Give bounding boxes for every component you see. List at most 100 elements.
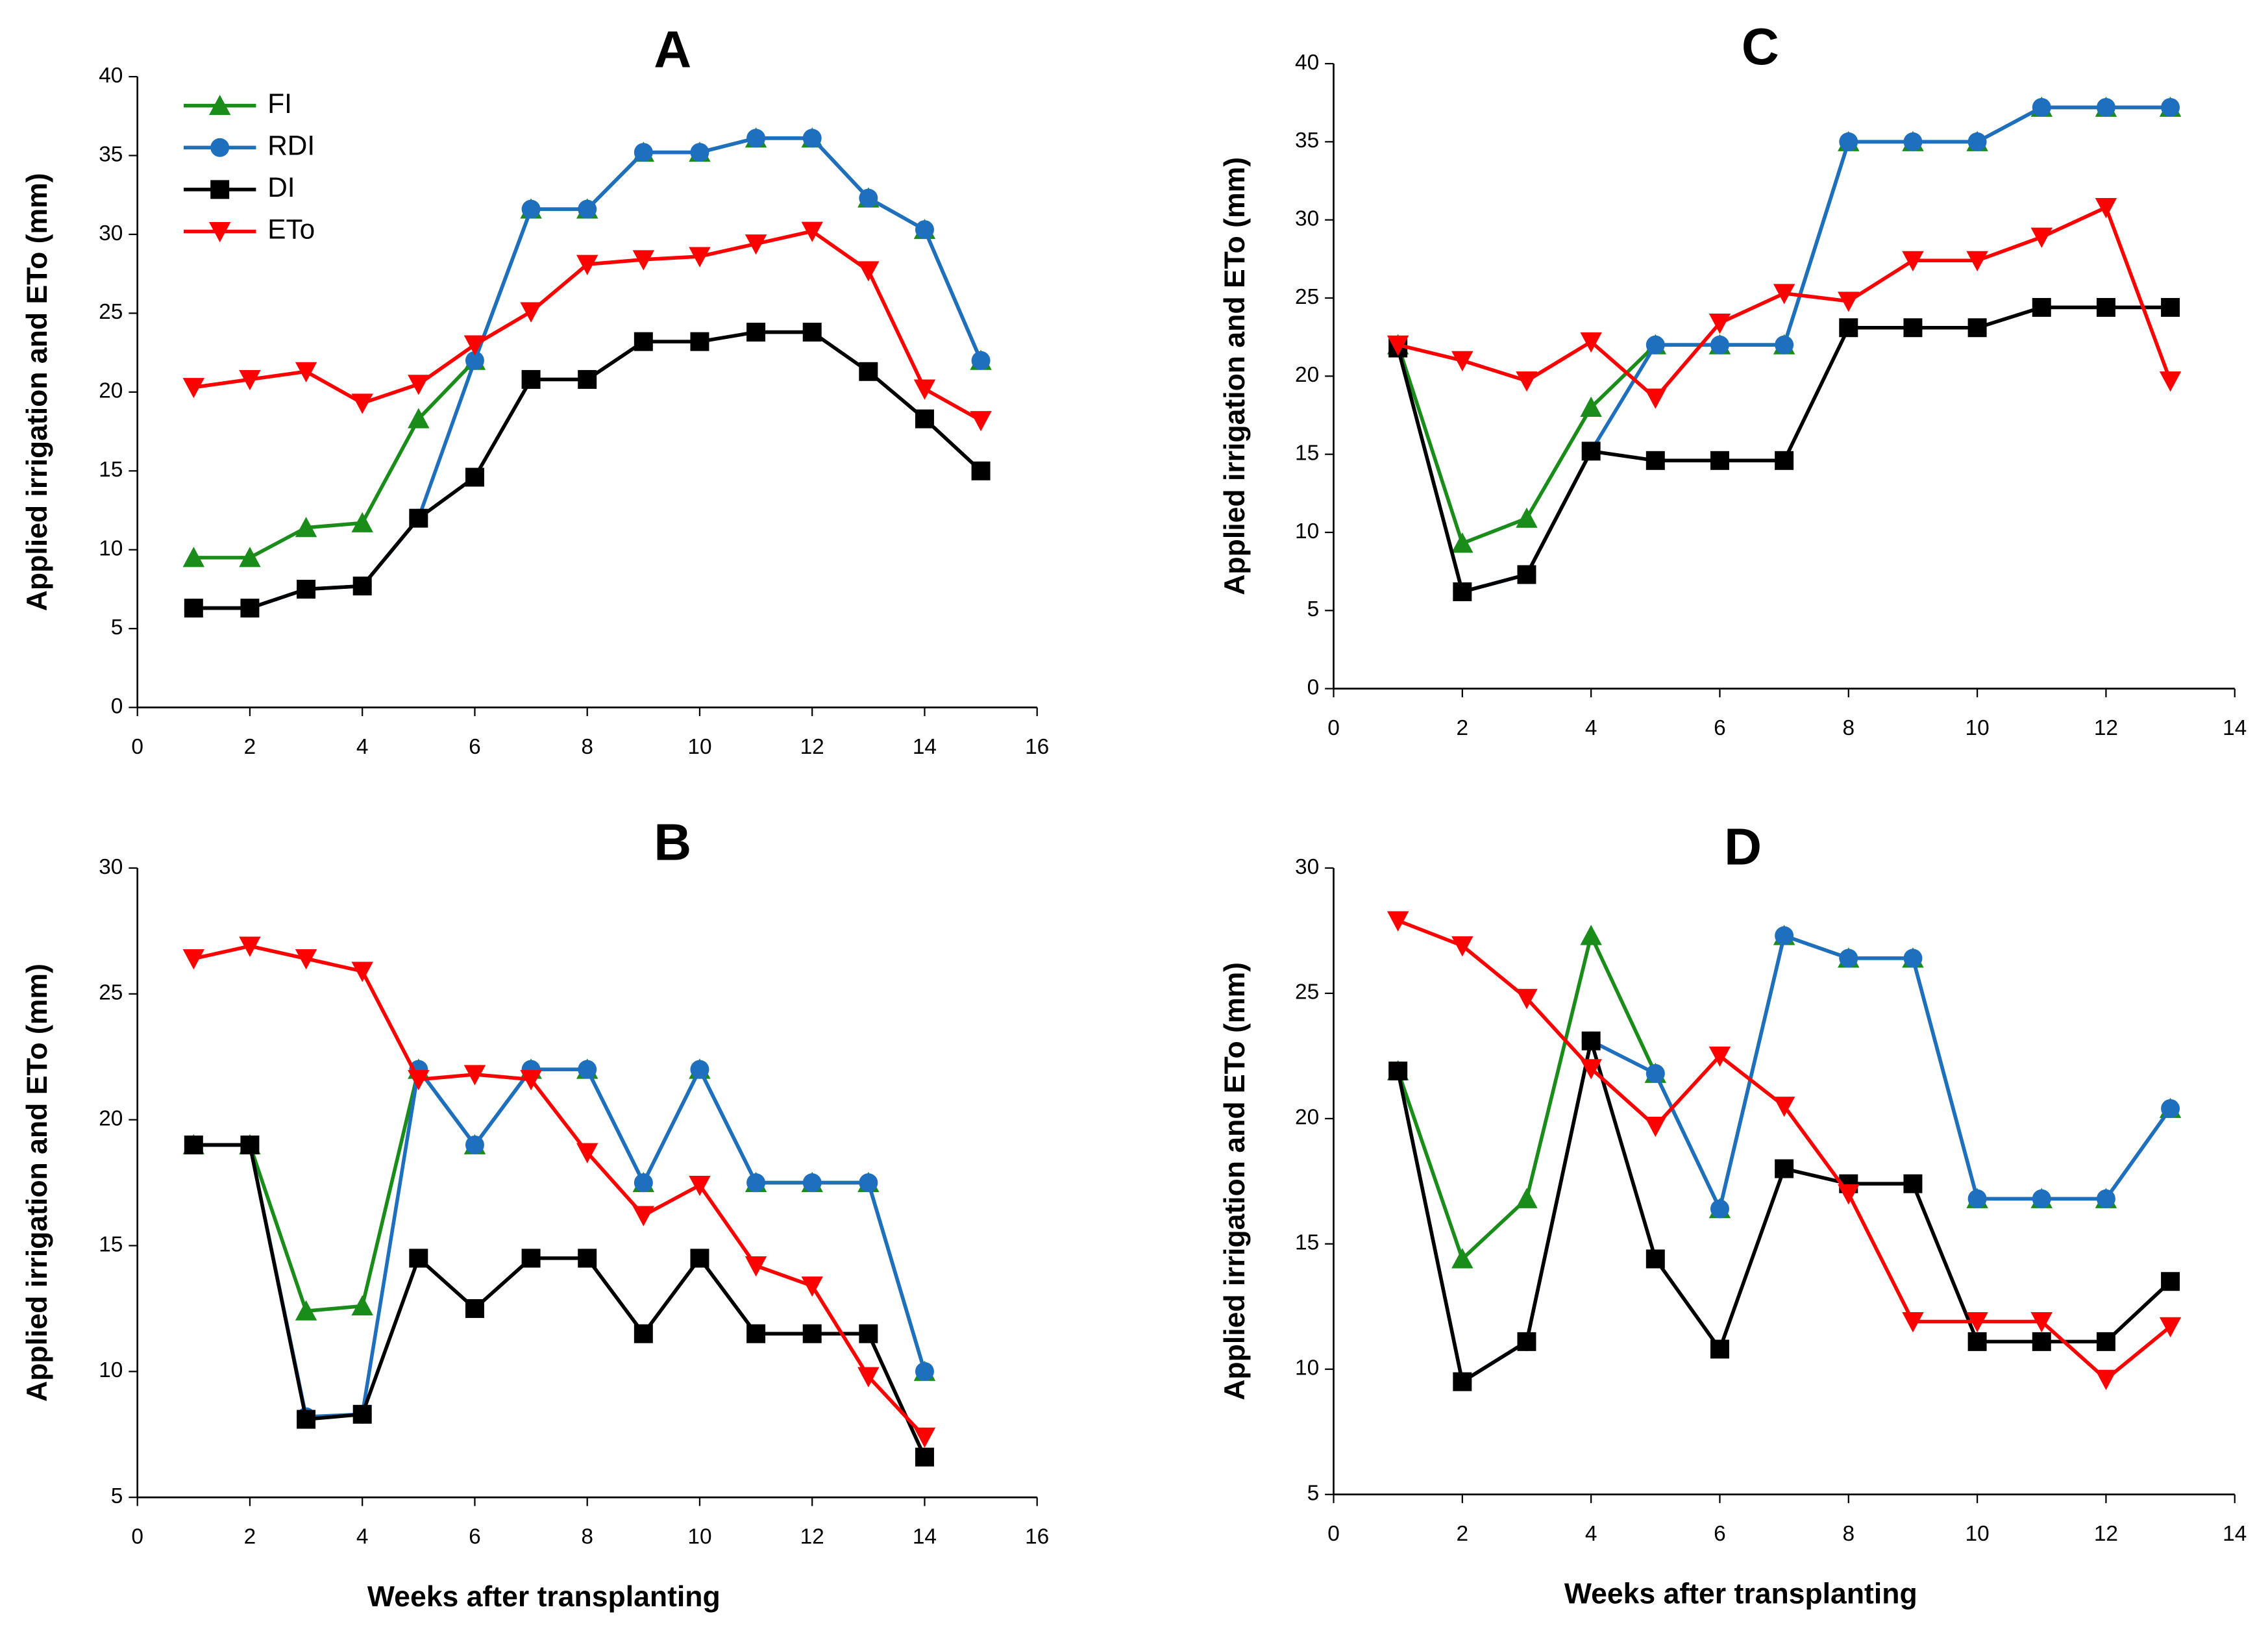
marker [690, 332, 709, 351]
marker [240, 1135, 260, 1154]
marker [1580, 332, 1602, 353]
x-tick-label: 0 [1327, 1522, 1340, 1546]
marker [576, 255, 598, 275]
marker [1580, 396, 1602, 417]
x-tick-label: 0 [131, 1524, 143, 1548]
marker [1775, 451, 1794, 470]
legend-label: RDI [267, 130, 315, 160]
legend-label: FI [267, 88, 292, 119]
marker [634, 1173, 653, 1193]
chart-title: B [654, 813, 691, 871]
x-tick-label: 4 [356, 735, 369, 759]
marker [689, 247, 711, 267]
y-tick-label: 15 [99, 458, 123, 482]
x-tick-label: 4 [1585, 716, 1597, 740]
marker [2032, 97, 2051, 117]
marker [1839, 949, 1858, 968]
y-axis-label: Applied irrigation and ETo (mm) [1219, 157, 1251, 595]
y-tick-label: 25 [1295, 980, 1319, 1004]
x-tick-label: 14 [2223, 716, 2247, 740]
x-tick-label: 12 [2094, 1522, 2118, 1546]
marker [297, 579, 316, 599]
x-tick-label: 2 [1457, 1522, 1469, 1546]
marker [240, 599, 260, 618]
x-tick-label: 14 [913, 735, 937, 759]
marker [1903, 1174, 1923, 1193]
x-tick-label: 8 [1842, 1522, 1855, 1546]
y-tick-label: 25 [99, 981, 123, 1005]
y-tick-label: 30 [1295, 855, 1319, 879]
marker [970, 411, 992, 432]
marker [465, 1135, 484, 1154]
marker [2030, 1312, 2052, 1333]
y-tick-label: 20 [1295, 1106, 1319, 1130]
marker [689, 1175, 711, 1197]
x-tick-label: 8 [581, 735, 593, 759]
marker [521, 1249, 541, 1268]
x-tick-label: 10 [1966, 716, 1990, 740]
chart: A 0 5 10 15 20 25 30 35 40 0 2 4 6 8 10 12 14 16 Applied ir… [21, 20, 1049, 759]
x-tick-label: 12 [800, 1524, 824, 1548]
x-tick-label: 10 [687, 1524, 711, 1548]
marker [1902, 1312, 1924, 1333]
marker [351, 393, 373, 414]
marker [1516, 989, 1538, 1010]
marker [409, 1249, 428, 1268]
y-tick-label: 30 [99, 221, 123, 245]
marker [1710, 1199, 1729, 1219]
marker [1451, 351, 1473, 371]
y-tick-label: 10 [1295, 519, 1319, 543]
marker [182, 547, 205, 567]
marker [520, 1070, 542, 1091]
x-axis-label: Weeks after transplanting [367, 1581, 721, 1613]
marker [578, 1060, 597, 1079]
y-tick-label: 5 [1307, 1482, 1320, 1506]
marker [1453, 1372, 1472, 1391]
marker [295, 1300, 317, 1321]
marker [1775, 1159, 1794, 1178]
chart-title: D [1724, 817, 1762, 875]
x-tick-label: 4 [356, 1524, 369, 1548]
y-tick-label: 0 [1307, 675, 1320, 699]
marker [913, 1427, 936, 1448]
marker [1967, 132, 1987, 151]
marker [745, 234, 767, 255]
series-line [1397, 919, 2172, 1382]
marker [521, 369, 541, 389]
marker [1838, 292, 1860, 312]
marker [857, 261, 880, 282]
y-tick-label: 15 [99, 1232, 123, 1256]
marker [2096, 297, 2115, 317]
marker [465, 351, 484, 370]
marker [297, 1410, 316, 1429]
marker [915, 220, 934, 240]
series-line [193, 944, 926, 1439]
y-tick-label: 40 [1295, 51, 1319, 75]
y-tick-label: 20 [99, 379, 123, 403]
series-line [1396, 933, 2172, 1385]
marker [408, 1070, 430, 1091]
marker [746, 323, 766, 342]
marker [801, 1276, 823, 1297]
x-tick-label: 16 [1025, 735, 1049, 759]
marker [578, 199, 597, 219]
marker [182, 378, 205, 399]
x-tick-label: 6 [469, 1524, 481, 1548]
marker [1708, 1046, 1731, 1067]
marker [2096, 97, 2115, 117]
marker [802, 129, 822, 148]
x-tick-label: 12 [2094, 716, 2118, 740]
marker [915, 409, 934, 429]
marker [1517, 1332, 1536, 1351]
marker [1967, 318, 1987, 338]
marker [1516, 507, 1538, 528]
marker [182, 949, 205, 970]
marker [1646, 1063, 1665, 1083]
y-axis-label: Applied irrigation and ETo (mm) [21, 173, 53, 611]
y-tick-label: 15 [1295, 441, 1319, 465]
marker [408, 375, 430, 395]
marker [632, 1206, 655, 1226]
marker [239, 369, 261, 391]
marker [971, 461, 991, 480]
